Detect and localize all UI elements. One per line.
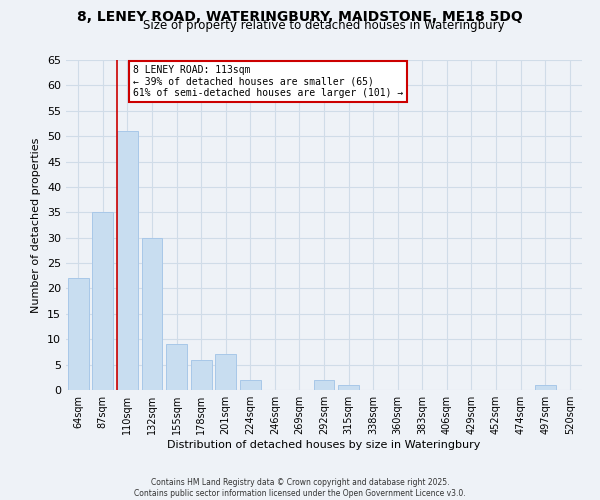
Text: 8, LENEY ROAD, WATERINGBURY, MAIDSTONE, ME18 5DQ: 8, LENEY ROAD, WATERINGBURY, MAIDSTONE, … [77,10,523,24]
Bar [191,360,212,390]
Bar [240,380,261,390]
X-axis label: Distribution of detached houses by size in Wateringbury: Distribution of detached houses by size … [167,440,481,450]
Bar [142,238,163,390]
Bar [535,385,556,390]
Bar [314,380,334,390]
Bar [68,278,89,390]
Bar [92,212,113,390]
Text: Contains HM Land Registry data © Crown copyright and database right 2025.
Contai: Contains HM Land Registry data © Crown c… [134,478,466,498]
Bar [166,344,187,390]
Y-axis label: Number of detached properties: Number of detached properties [31,138,41,312]
Bar [338,385,359,390]
Bar [117,131,138,390]
Title: Size of property relative to detached houses in Wateringbury: Size of property relative to detached ho… [143,20,505,32]
Bar [215,354,236,390]
Text: 8 LENEY ROAD: 113sqm
← 39% of detached houses are smaller (65)
61% of semi-detac: 8 LENEY ROAD: 113sqm ← 39% of detached h… [133,65,403,98]
